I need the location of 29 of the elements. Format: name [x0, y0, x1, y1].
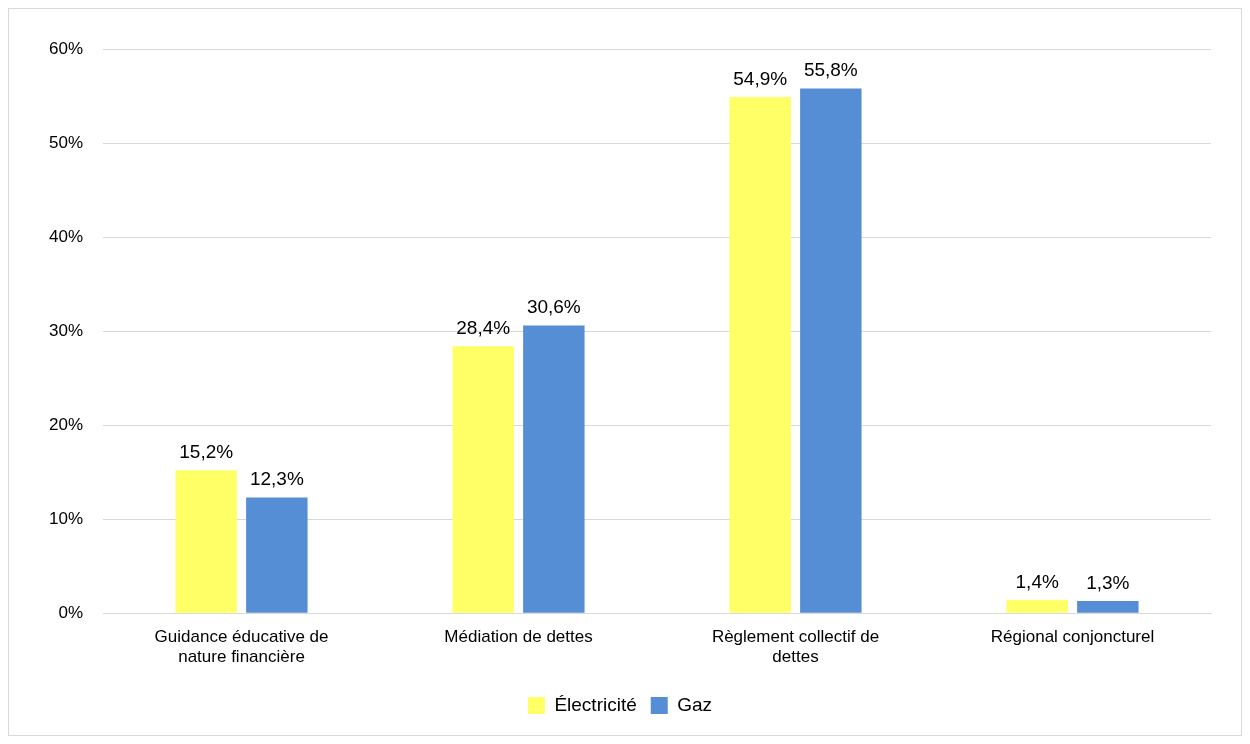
- bar: [800, 88, 862, 613]
- y-tick-label: 0%: [58, 602, 84, 622]
- data-label: 54,9%: [733, 67, 788, 89]
- x-tick-label: Guidance éducative de nature financière: [154, 627, 329, 667]
- y-tick-label: 20%: [48, 414, 84, 434]
- data-label: 55,8%: [803, 59, 858, 81]
- x-tick-label: Régional conjoncturel: [990, 627, 1155, 647]
- bar: [452, 346, 514, 613]
- y-tick-label: 40%: [48, 226, 84, 246]
- y-tick-label: 60%: [48, 38, 84, 58]
- data-label: 12,3%: [249, 468, 304, 490]
- data-label: 30,6%: [526, 296, 581, 318]
- bar: [1077, 600, 1139, 613]
- y-tick-label: 10%: [48, 508, 84, 528]
- data-label: 1,3%: [1086, 571, 1130, 593]
- bar: [523, 325, 585, 613]
- bar: [1006, 600, 1068, 613]
- data-label: 1,4%: [1015, 570, 1059, 592]
- y-tick-label: 30%: [48, 320, 84, 340]
- bar: [729, 96, 791, 613]
- legend-label: Gaz: [677, 693, 713, 715]
- x-tick-label: Médiation de dettes: [444, 627, 593, 647]
- bar: [175, 470, 237, 613]
- y-tick-label: 50%: [48, 132, 84, 152]
- bar: [246, 497, 308, 613]
- data-label: 28,4%: [456, 316, 511, 338]
- x-tick-label: Règlement collectif de dettes: [711, 627, 880, 667]
- legend-label: Électricité: [554, 693, 637, 715]
- data-label: 15,2%: [179, 441, 234, 462]
